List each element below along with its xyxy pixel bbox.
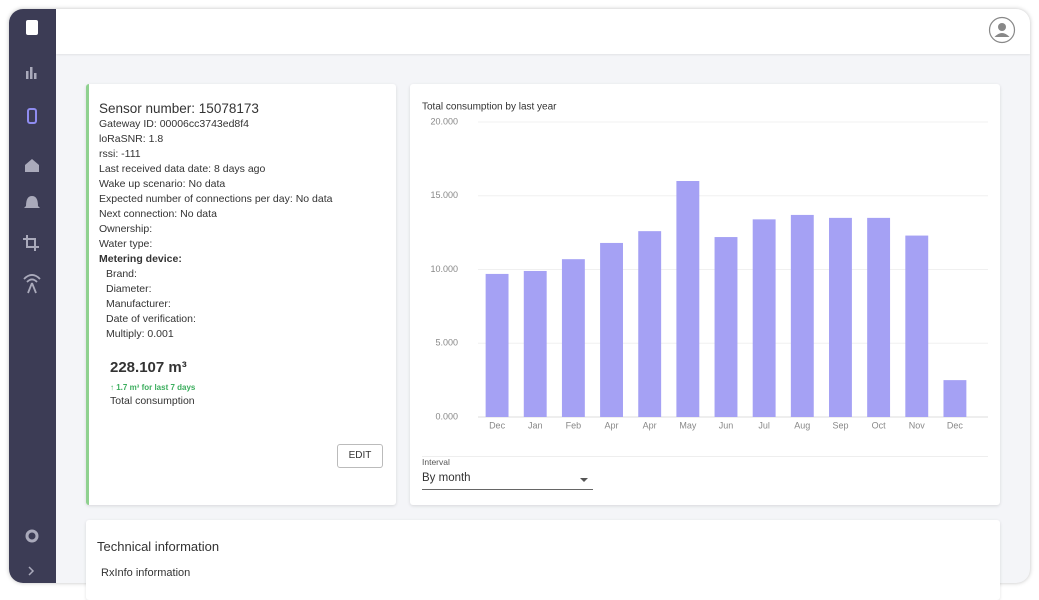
- sidebar: [9, 9, 56, 583]
- consumption-label: Total consumption: [110, 395, 195, 407]
- sensor-field: Ownership:: [99, 223, 153, 235]
- sensor-field: Date of verification:: [106, 313, 196, 325]
- logo-icon[interactable]: [26, 20, 38, 35]
- sidebar-icons: [23, 20, 41, 576]
- interval-value: By month: [422, 472, 471, 484]
- crop-icon[interactable]: [23, 235, 39, 251]
- bar: [523, 270, 547, 417]
- sensor-field: Last received data date: 8 days ago: [99, 163, 266, 175]
- top-bar: [56, 9, 1030, 54]
- avatar[interactable]: [988, 16, 1016, 44]
- x-tick-label: Jul: [758, 420, 770, 430]
- x-tick-label: May: [679, 420, 697, 430]
- bar: [943, 380, 967, 417]
- sensor-field: Expected number of connections per day: …: [99, 193, 333, 205]
- x-tick-label: Dec: [947, 420, 964, 430]
- sensor-field: Next connection: No data: [99, 208, 217, 220]
- x-tick-label: Jun: [719, 420, 734, 430]
- sensor-field: Gateway ID: 00006cc3743ed8f4: [99, 118, 250, 130]
- technical-card: Technical information RxInfo information: [86, 520, 1000, 600]
- x-tick-label: Apr: [643, 420, 657, 430]
- x-tick-label: Aug: [794, 420, 810, 430]
- sensor-card: Sensor number: 15078173 Gateway ID: 0000…: [86, 84, 396, 505]
- sensor-field: Multiply: 0.001: [106, 328, 174, 340]
- bar: [829, 217, 852, 417]
- bar: [714, 237, 738, 417]
- chart: Total consumption by last year 0.000 5.00…: [422, 102, 988, 430]
- bar: [485, 273, 509, 417]
- bar: [752, 219, 776, 417]
- consumption-change: ↑ 1.7 m³ for last 7 days: [110, 383, 196, 392]
- chart-title: Total consumption by last year: [422, 102, 557, 113]
- interval-label: Interval: [422, 457, 450, 467]
- sensor-field: rssi: -111: [99, 148, 141, 160]
- x-tick-label: Apr: [605, 420, 619, 430]
- y-tick-label: 20.000: [430, 116, 458, 126]
- y-tick-label: 10.000: [430, 264, 458, 274]
- bar: [867, 217, 891, 417]
- settings-icon[interactable]: [25, 529, 39, 543]
- x-tick-label: Nov: [909, 420, 926, 430]
- x-tick-label: Oct: [872, 420, 887, 430]
- sensor-icon[interactable]: [27, 108, 37, 124]
- chart-card: Total consumption by last year 0.000 5.00…: [410, 84, 1000, 505]
- sensor-field: Manufacturer:: [106, 298, 171, 310]
- bar: [676, 181, 700, 417]
- y-tick-label: 5.000: [435, 338, 458, 348]
- sensor-field: Water type:: [99, 238, 153, 250]
- sensor-field: Diameter:: [106, 283, 152, 295]
- bar: [790, 214, 814, 417]
- y-tick-label: 15.000: [430, 190, 458, 200]
- bar: [561, 259, 585, 417]
- x-tick-label: Sep: [832, 420, 848, 430]
- bell-icon[interactable]: [24, 196, 40, 208]
- building-icon[interactable]: [25, 159, 39, 172]
- technical-subtitle: RxInfo information: [101, 567, 191, 579]
- x-tick-label: Dec: [489, 420, 506, 430]
- x-tick-label: Feb: [566, 420, 582, 430]
- technical-title: Technical information: [97, 539, 220, 554]
- sensor-field: Brand:: [106, 268, 137, 280]
- sensor-field: Wake up scenario: No data: [99, 178, 226, 190]
- interval-select[interactable]: By month: [422, 472, 593, 490]
- sensor-title: Sensor number: 15078173: [99, 101, 259, 116]
- x-tick-label: Jan: [528, 420, 543, 430]
- dropdown-caret: [580, 478, 588, 486]
- bar: [638, 231, 662, 417]
- antenna-icon[interactable]: [23, 274, 41, 294]
- edit-button[interactable]: EDIT: [337, 444, 383, 468]
- expand-icon[interactable]: [28, 566, 35, 576]
- sensor-field: loRaSNR: 1.8: [99, 133, 164, 145]
- separator: [422, 456, 988, 457]
- sensor-field: Metering device:: [99, 253, 182, 265]
- chart-icon[interactable]: [26, 67, 37, 79]
- bar: [905, 235, 929, 417]
- consumption-value: 228.107 m³: [110, 359, 187, 376]
- bar: [600, 242, 623, 417]
- y-tick-label: 0.000: [435, 411, 458, 421]
